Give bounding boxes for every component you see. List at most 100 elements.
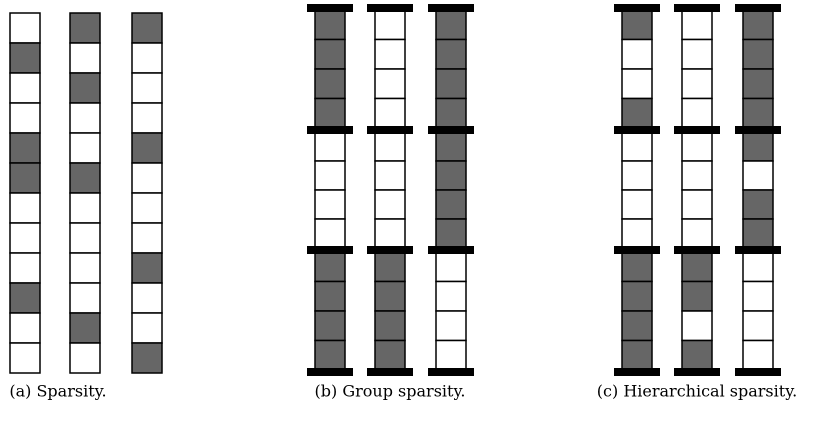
cell bbox=[435, 97, 467, 129]
caption: (a) Sparsity. bbox=[9, 382, 106, 401]
cell bbox=[374, 38, 406, 70]
cell bbox=[435, 189, 467, 220]
cell bbox=[131, 162, 163, 194]
group-bar bbox=[735, 126, 781, 134]
cell bbox=[9, 42, 41, 74]
cell bbox=[742, 97, 774, 129]
cell bbox=[681, 68, 713, 100]
cell bbox=[314, 160, 346, 191]
cell bbox=[742, 38, 774, 70]
cell bbox=[435, 38, 467, 70]
group-bar bbox=[367, 4, 413, 12]
cell bbox=[742, 131, 774, 162]
group-bar bbox=[367, 368, 413, 376]
cell bbox=[374, 9, 406, 41]
cell bbox=[314, 251, 346, 283]
cell bbox=[314, 339, 346, 371]
cell bbox=[435, 251, 467, 283]
cell bbox=[621, 97, 653, 129]
cell bbox=[621, 218, 653, 249]
cell bbox=[314, 131, 346, 162]
cell bbox=[621, 310, 653, 342]
cell bbox=[9, 72, 41, 104]
cell bbox=[621, 38, 653, 70]
group-bar bbox=[428, 368, 474, 376]
cell bbox=[681, 97, 713, 129]
cell bbox=[374, 339, 406, 371]
cell bbox=[69, 102, 101, 134]
cell bbox=[131, 282, 163, 314]
group-bar bbox=[614, 4, 660, 12]
cell bbox=[681, 280, 713, 312]
group-bar bbox=[735, 368, 781, 376]
cell bbox=[69, 132, 101, 164]
cell bbox=[131, 252, 163, 284]
group-bar bbox=[735, 246, 781, 254]
cell bbox=[681, 218, 713, 249]
cell bbox=[314, 38, 346, 70]
cell bbox=[742, 218, 774, 249]
cell bbox=[131, 132, 163, 164]
cell bbox=[131, 42, 163, 74]
cell bbox=[131, 72, 163, 104]
cell bbox=[314, 97, 346, 129]
cell bbox=[435, 218, 467, 249]
group-bar bbox=[674, 246, 720, 254]
cell bbox=[69, 252, 101, 284]
cell bbox=[681, 131, 713, 162]
cell bbox=[435, 131, 467, 162]
cell bbox=[621, 189, 653, 220]
group-bar bbox=[367, 246, 413, 254]
cell bbox=[374, 189, 406, 220]
cell bbox=[69, 282, 101, 314]
cell bbox=[9, 252, 41, 284]
cell bbox=[314, 218, 346, 249]
cell bbox=[435, 9, 467, 41]
cell bbox=[742, 251, 774, 283]
cell bbox=[621, 9, 653, 41]
group-bar bbox=[674, 4, 720, 12]
cell bbox=[681, 189, 713, 220]
cell bbox=[374, 97, 406, 129]
cell bbox=[374, 160, 406, 191]
cell bbox=[69, 222, 101, 254]
cell bbox=[9, 282, 41, 314]
cell bbox=[131, 222, 163, 254]
cell bbox=[681, 9, 713, 41]
cell bbox=[742, 280, 774, 312]
cell bbox=[621, 339, 653, 371]
cell bbox=[69, 342, 101, 374]
cell bbox=[435, 280, 467, 312]
group-bar bbox=[614, 246, 660, 254]
cell bbox=[621, 280, 653, 312]
cell bbox=[742, 68, 774, 100]
cell bbox=[621, 251, 653, 283]
cell bbox=[621, 160, 653, 191]
group-bar bbox=[367, 126, 413, 134]
group-bar bbox=[674, 368, 720, 376]
cell bbox=[9, 162, 41, 194]
cell bbox=[621, 68, 653, 100]
cell bbox=[374, 131, 406, 162]
group-bar bbox=[307, 4, 353, 12]
cell bbox=[742, 160, 774, 191]
cell bbox=[9, 102, 41, 134]
cell bbox=[314, 68, 346, 100]
cell bbox=[435, 160, 467, 191]
cell bbox=[742, 339, 774, 371]
cell bbox=[681, 251, 713, 283]
cell bbox=[374, 310, 406, 342]
cell bbox=[314, 189, 346, 220]
cell bbox=[681, 38, 713, 70]
group-bar bbox=[307, 368, 353, 376]
cell bbox=[131, 102, 163, 134]
cell bbox=[69, 162, 101, 194]
group-bar bbox=[674, 126, 720, 134]
cell bbox=[742, 310, 774, 342]
cell bbox=[742, 9, 774, 41]
cell bbox=[435, 68, 467, 100]
cell bbox=[9, 132, 41, 164]
cell bbox=[69, 312, 101, 344]
cell bbox=[681, 160, 713, 191]
